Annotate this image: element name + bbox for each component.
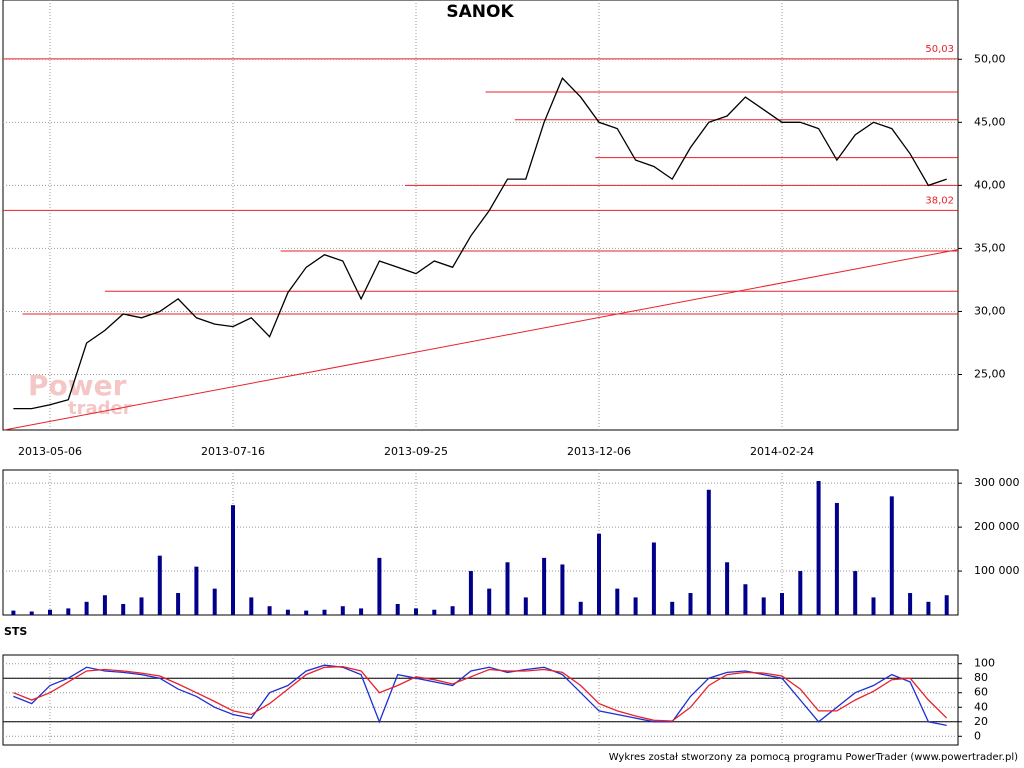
bar	[102, 595, 107, 615]
bar	[706, 489, 711, 615]
bar	[359, 608, 364, 615]
y-tick-label: 50,00	[974, 52, 1006, 65]
bar	[926, 601, 931, 615]
y-tick-label: 0	[974, 729, 981, 742]
bar	[889, 496, 894, 615]
bar	[157, 555, 162, 615]
level-label: 50,03	[925, 44, 954, 55]
bar	[267, 606, 272, 615]
watermark: trader	[68, 398, 132, 419]
bar	[468, 571, 473, 615]
panel-frame	[2, 654, 959, 746]
bar	[651, 542, 656, 615]
bar	[322, 609, 327, 615]
bar	[377, 557, 382, 615]
bar	[578, 601, 583, 615]
y-tick-label: 30,00	[974, 304, 1006, 317]
bar	[908, 593, 913, 615]
bar	[84, 601, 89, 615]
bar	[450, 606, 455, 615]
y-tick-label: 100 000	[974, 564, 1020, 577]
y-tick-label: 200 000	[974, 520, 1020, 533]
bar	[780, 593, 784, 615]
bar	[304, 610, 309, 615]
trend-line	[4, 249, 958, 431]
bar	[688, 593, 693, 615]
bar	[871, 597, 876, 615]
bar	[414, 608, 418, 615]
bar	[743, 584, 748, 615]
series-line	[13, 664, 947, 727]
bar	[285, 609, 290, 615]
bar	[798, 571, 803, 615]
bar	[231, 505, 235, 615]
x-tick-label: 2014-02-24	[750, 445, 814, 458]
y-tick-label: 45,00	[974, 115, 1006, 128]
y-tick-label: 300 000	[974, 476, 1020, 489]
bar	[176, 593, 181, 615]
footer: Wykres został stworzony za pomocą progra…	[609, 752, 1018, 763]
bar	[597, 533, 601, 615]
bar	[505, 562, 510, 615]
y-tick-label: 25,00	[974, 368, 1006, 381]
bar	[615, 588, 620, 615]
y-tick-label: 60	[974, 686, 988, 699]
bar	[395, 604, 400, 615]
bar	[212, 588, 217, 615]
y-tick-label: 40,00	[974, 178, 1006, 191]
bar	[340, 606, 345, 615]
x-tick-label: 2013-05-06	[18, 445, 82, 458]
bar	[725, 562, 730, 615]
panel-frame	[2, 0, 959, 431]
bar	[48, 609, 52, 615]
bar	[560, 564, 565, 615]
panel-title: STS	[4, 625, 27, 638]
bar	[834, 502, 839, 615]
y-tick-label: 40	[974, 700, 988, 713]
bar	[432, 609, 437, 615]
x-tick-label: 2013-09-25	[384, 445, 448, 458]
bar	[194, 566, 199, 615]
series-line	[13, 665, 948, 722]
bar	[944, 595, 949, 615]
bar	[523, 597, 528, 615]
x-tick-label: 2013-07-16	[201, 445, 265, 458]
bar	[29, 611, 34, 615]
level-label: 38,02	[925, 195, 954, 206]
bar	[816, 480, 821, 615]
bar	[633, 597, 638, 615]
bar	[670, 601, 675, 615]
x-tick-label: 2013-12-06	[567, 445, 631, 458]
bar	[761, 597, 766, 615]
bar	[66, 608, 71, 615]
y-tick-label: 35,00	[974, 241, 1006, 254]
y-tick-label: 100	[974, 657, 995, 670]
y-tick-label: 20	[974, 715, 988, 728]
bar	[249, 597, 254, 615]
bar	[121, 604, 126, 615]
bar	[139, 597, 144, 615]
bar	[487, 588, 492, 615]
chart-title: SANOK	[446, 2, 514, 22]
bar	[11, 610, 16, 615]
bar	[542, 557, 547, 615]
watermark: Power	[28, 369, 127, 402]
y-tick-label: 80	[974, 671, 988, 684]
series-line	[13, 77, 947, 410]
bar	[853, 571, 858, 615]
panel-frame	[2, 469, 959, 616]
